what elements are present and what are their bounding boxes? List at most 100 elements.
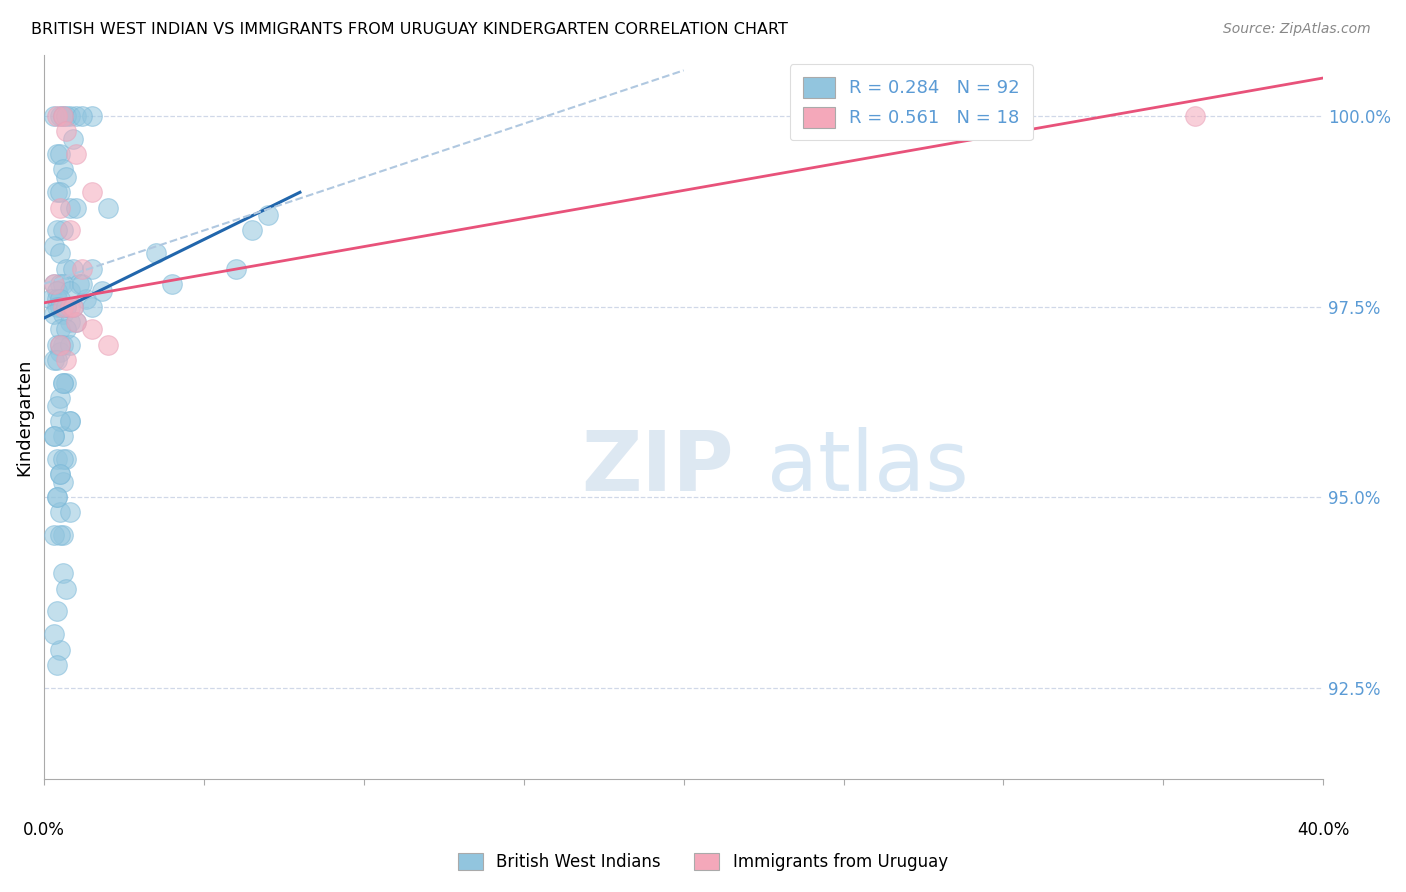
Point (55, 300, 77, 314)
Point (65, 315, 87, 329)
Point (80, 109, 103, 123)
Point (39, 292, 62, 306)
Point (42, 627, 65, 641)
Point (45, 300, 67, 314)
Point (45, 109, 67, 123)
Point (45, 490, 67, 504)
Point (1184, 109, 1206, 123)
Point (55, 582, 77, 596)
Point (72, 109, 94, 123)
Point (55, 353, 77, 368)
Text: atlas: atlas (766, 427, 969, 508)
Point (52, 300, 75, 314)
Point (52, 223, 75, 237)
Point (42, 353, 65, 368)
Point (52, 376, 75, 390)
Point (52, 307, 75, 321)
Point (52, 475, 75, 489)
Point (49, 201, 72, 215)
Point (52, 376, 75, 390)
Point (55, 376, 77, 390)
Point (55, 452, 77, 467)
Text: 40.0%: 40.0% (1296, 821, 1350, 839)
Point (62, 300, 84, 314)
Point (42, 277, 65, 291)
Point (49, 337, 72, 351)
Point (55, 170, 77, 185)
Point (49, 246, 72, 260)
Point (42, 429, 65, 443)
Point (80, 186, 103, 200)
Text: BRITISH WEST INDIAN VS IMMIGRANTS FROM URUGUAY KINDERGARTEN CORRELATION CHART: BRITISH WEST INDIAN VS IMMIGRANTS FROM U… (31, 22, 787, 37)
Point (55, 300, 77, 314)
Point (72, 261, 94, 276)
Point (42, 238, 65, 252)
Point (45, 490, 67, 504)
Legend: British West Indians, Immigrants from Uruguay: British West Indians, Immigrants from Ur… (450, 845, 956, 880)
Point (55, 261, 77, 276)
Point (59, 223, 82, 237)
Point (52, 300, 75, 314)
Point (49, 322, 72, 336)
Point (55, 124, 77, 138)
Point (59, 109, 82, 123)
Point (160, 277, 183, 291)
Point (45, 337, 67, 351)
Point (45, 186, 67, 200)
Point (45, 604, 67, 618)
Point (59, 414, 82, 428)
Point (62, 300, 84, 314)
Point (49, 292, 72, 306)
Legend: R = 0.284   N = 92, R = 0.561   N = 18: R = 0.284 N = 92, R = 0.561 N = 18 (790, 64, 1033, 140)
Point (65, 201, 87, 215)
Point (75, 292, 97, 306)
Point (45, 657, 67, 672)
Point (49, 300, 72, 314)
Point (257, 208, 280, 222)
Point (72, 277, 94, 291)
Point (59, 337, 82, 351)
Y-axis label: Kindergarten: Kindergarten (15, 359, 32, 475)
Point (49, 414, 72, 428)
Point (45, 223, 67, 237)
Point (42, 109, 65, 123)
Point (59, 300, 82, 314)
Point (80, 300, 103, 314)
Point (80, 322, 103, 336)
Point (45, 285, 67, 299)
Point (49, 642, 72, 657)
Point (240, 223, 263, 237)
Point (49, 345, 72, 359)
Point (59, 201, 82, 215)
Point (45, 452, 67, 467)
Point (52, 566, 75, 581)
Point (42, 277, 65, 291)
Point (97, 201, 120, 215)
Point (59, 315, 82, 329)
Point (59, 505, 82, 519)
Point (52, 109, 75, 123)
Point (59, 285, 82, 299)
Point (49, 109, 72, 123)
Point (42, 528, 65, 542)
Point (52, 162, 75, 177)
Point (65, 109, 87, 123)
Point (52, 109, 75, 123)
Point (59, 414, 82, 428)
Point (80, 261, 103, 276)
Point (45, 147, 67, 161)
Point (52, 528, 75, 542)
Point (45, 292, 67, 306)
Text: ZIP: ZIP (581, 427, 734, 508)
Point (45, 353, 67, 368)
Point (49, 528, 72, 542)
Point (52, 337, 75, 351)
Point (49, 147, 72, 161)
Point (49, 391, 72, 405)
Text: Source: ZipAtlas.com: Source: ZipAtlas.com (1223, 22, 1371, 37)
Point (52, 429, 75, 443)
Point (145, 246, 167, 260)
Point (49, 337, 72, 351)
Point (62, 132, 84, 146)
Point (49, 505, 72, 519)
